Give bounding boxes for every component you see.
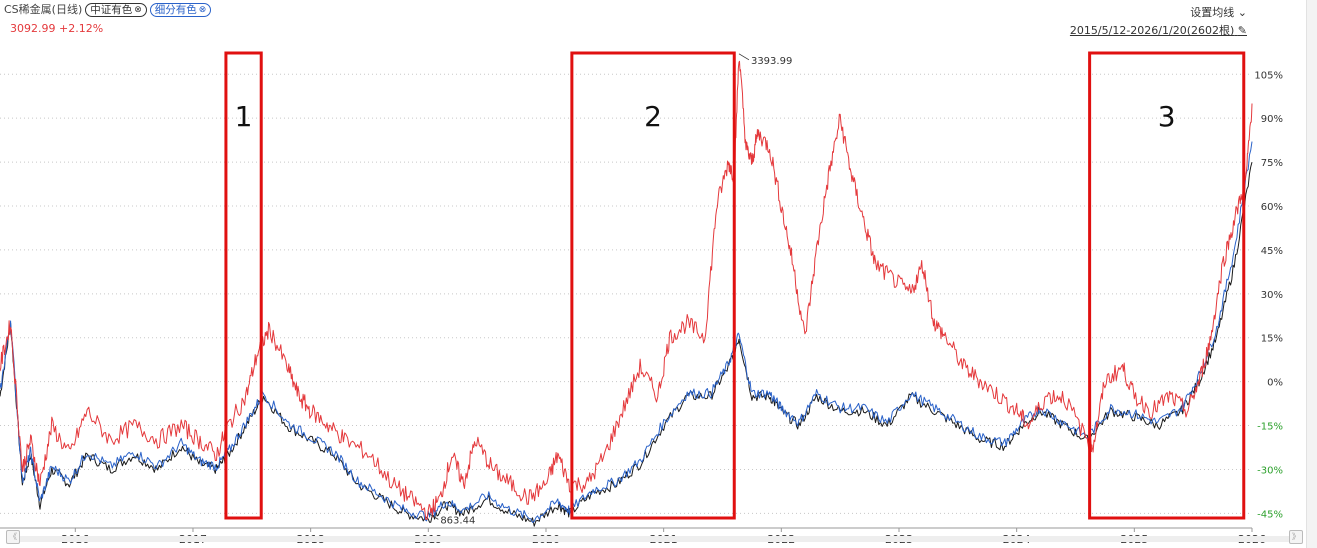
y-tick-label: -45% [1257, 509, 1283, 520]
highlight-box [570, 51, 736, 520]
y-tick-label: 15% [1261, 334, 1283, 345]
date-range-label: 2015/5/12-2026/1/20(2602根) [1069, 24, 1235, 37]
series-line [0, 60, 1253, 520]
y-tick-label: 75% [1261, 158, 1283, 169]
highlight-box-label: 1 [235, 100, 253, 133]
highlight-box-label: 2 [644, 100, 662, 133]
right-scrollbar[interactable] [1306, 0, 1317, 548]
y-tick-label: -30% [1257, 465, 1283, 476]
tag-sub-nonferrous[interactable]: 细分有色 ⊗ [149, 3, 212, 17]
y-tick-label: 30% [1261, 290, 1283, 301]
close-icon[interactable]: ⊗ [198, 5, 207, 15]
annotation-leader [428, 513, 439, 520]
highlight-box [1088, 51, 1246, 520]
pin-icon[interactable]: ✎ [1237, 24, 1247, 37]
time-scrollbar[interactable] [16, 536, 1293, 542]
date-range[interactable]: 2015/5/12-2026/1/20(2602根) ✎ [1070, 22, 1247, 38]
tag-label: 中证有色 [90, 4, 133, 16]
y-tick-label: 90% [1261, 114, 1283, 125]
annotation-label: 863.44 [440, 515, 475, 526]
next-button[interactable]: 》 [1289, 530, 1303, 544]
price-readout: 3092.99 +2.12% [10, 22, 104, 35]
prev-button[interactable]: 《 [6, 530, 20, 544]
highlight-box-label: 3 [1158, 100, 1176, 133]
y-tick-label: 60% [1261, 202, 1283, 213]
y-tick-label: -15% [1257, 422, 1283, 433]
tag-cs-nonferrous[interactable]: 中证有色 ⊗ [85, 3, 147, 17]
settings-label: 设置均线 [1190, 6, 1235, 19]
series-line [0, 161, 1253, 527]
settings-ma-button[interactable]: 设置均线 ⌄ [1190, 4, 1247, 20]
annotation-leader [738, 53, 750, 61]
y-tick-label: 0% [1267, 378, 1283, 389]
chart-header: CS稀金属(日线) 中证有色 ⊗ 细分有色 ⊗ [4, 3, 212, 17]
y-tick-label: 105% [1254, 70, 1283, 81]
y-tick-label: 45% [1261, 246, 1283, 257]
chevron-down-icon: ⌄ [1237, 6, 1247, 19]
chart-title: CS稀金属(日线) [4, 3, 83, 16]
tag-label: 细分有色 [154, 4, 197, 16]
highlight-box [224, 51, 263, 520]
close-icon[interactable]: ⊗ [134, 5, 142, 15]
series-line [0, 141, 1253, 523]
annotation-label: 3393.99 [751, 56, 792, 67]
